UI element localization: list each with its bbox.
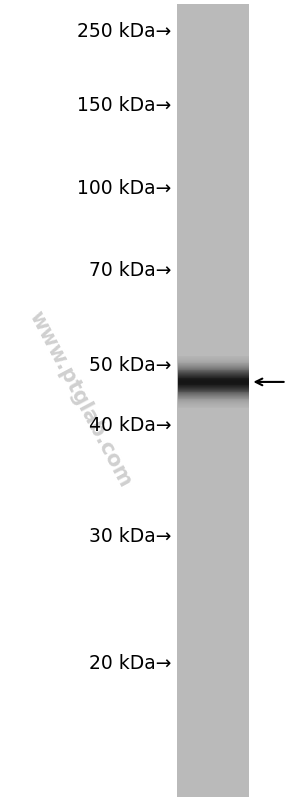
Bar bbox=[178, 402, 249, 403]
Bar bbox=[178, 364, 249, 365]
Bar bbox=[178, 407, 249, 408]
Text: www.ptglab.com: www.ptglab.com bbox=[26, 308, 136, 491]
Bar bbox=[178, 358, 249, 359]
Bar bbox=[178, 373, 249, 374]
Bar bbox=[178, 406, 249, 407]
Bar bbox=[178, 397, 249, 398]
Text: 70 kDa→: 70 kDa→ bbox=[89, 260, 171, 280]
Bar bbox=[178, 389, 249, 390]
Bar bbox=[178, 392, 249, 393]
Bar bbox=[178, 365, 249, 366]
Bar bbox=[178, 400, 249, 401]
Bar bbox=[178, 379, 249, 380]
Bar bbox=[178, 390, 249, 391]
Text: 30 kDa→: 30 kDa→ bbox=[89, 527, 171, 547]
Bar bbox=[178, 394, 249, 395]
Bar bbox=[178, 391, 249, 392]
Bar bbox=[178, 356, 249, 357]
Bar bbox=[178, 386, 249, 388]
Bar bbox=[178, 360, 249, 361]
Bar bbox=[178, 393, 249, 394]
Bar bbox=[178, 381, 249, 382]
Bar bbox=[178, 388, 249, 389]
Bar bbox=[178, 362, 249, 363]
Bar bbox=[178, 383, 249, 384]
Text: 150 kDa→: 150 kDa→ bbox=[77, 96, 171, 115]
Text: 40 kDa→: 40 kDa→ bbox=[89, 416, 171, 435]
Bar bbox=[178, 380, 249, 381]
Bar bbox=[178, 371, 249, 372]
Bar bbox=[178, 403, 249, 405]
Bar bbox=[178, 366, 249, 367]
Bar bbox=[178, 395, 249, 396]
Bar bbox=[178, 368, 249, 369]
Bar bbox=[178, 399, 249, 400]
Bar bbox=[178, 370, 249, 371]
Bar bbox=[178, 405, 249, 406]
Bar bbox=[178, 361, 249, 362]
Bar bbox=[178, 377, 249, 379]
Bar bbox=[178, 382, 249, 383]
Bar bbox=[178, 357, 249, 358]
Bar bbox=[178, 385, 249, 386]
Bar bbox=[178, 396, 249, 397]
Bar bbox=[178, 359, 249, 360]
Bar bbox=[178, 375, 249, 376]
Bar bbox=[177, 4, 249, 797]
Bar bbox=[178, 367, 249, 368]
Text: 20 kDa→: 20 kDa→ bbox=[89, 654, 171, 673]
Bar bbox=[178, 369, 249, 370]
Text: 100 kDa→: 100 kDa→ bbox=[77, 179, 171, 198]
Text: 50 kDa→: 50 kDa→ bbox=[89, 356, 171, 376]
Text: 250 kDa→: 250 kDa→ bbox=[77, 22, 171, 42]
Bar bbox=[178, 398, 249, 399]
Bar bbox=[178, 372, 249, 373]
Bar bbox=[178, 384, 249, 385]
Bar bbox=[178, 376, 249, 377]
Bar bbox=[178, 401, 249, 402]
Bar bbox=[178, 363, 249, 364]
Bar bbox=[178, 374, 249, 375]
